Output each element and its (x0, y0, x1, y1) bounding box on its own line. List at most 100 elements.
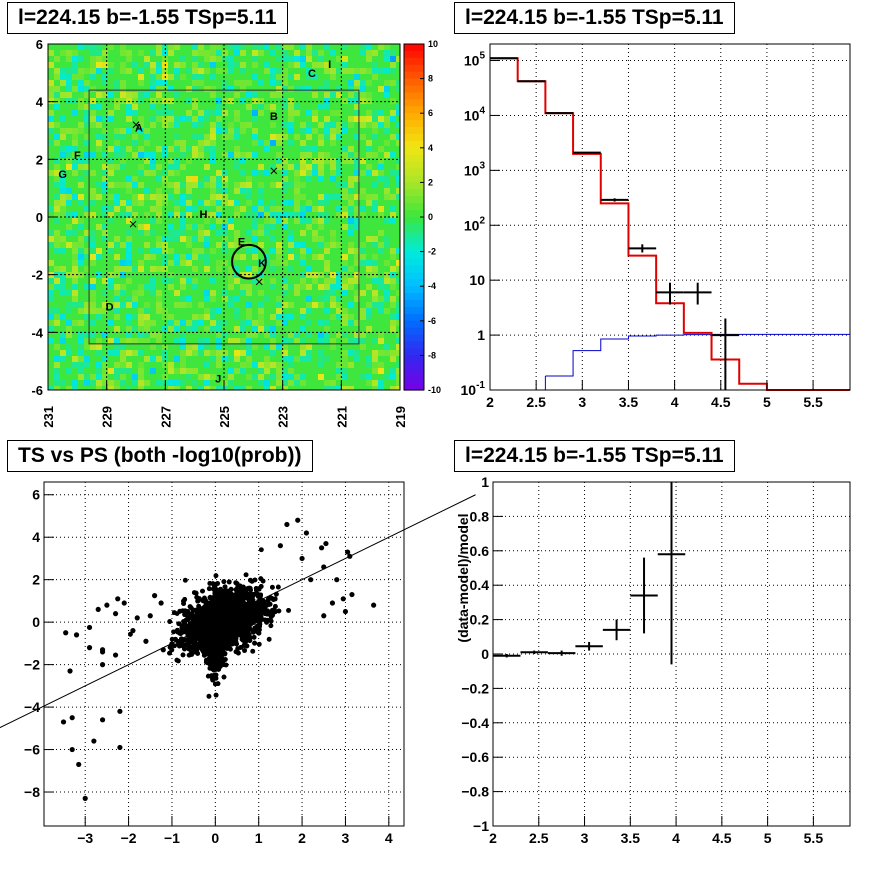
map-pixel (324, 116, 330, 122)
map-pixel (204, 386, 210, 390)
map-pixel (234, 242, 240, 248)
map-pixel (336, 92, 342, 98)
map-pixel (312, 74, 318, 80)
map-pixel (348, 218, 354, 224)
map-pixel (72, 242, 78, 248)
map-pixel (354, 176, 360, 182)
map-pixel (282, 200, 288, 206)
map-pixel (210, 374, 216, 380)
map-pixel (210, 248, 216, 254)
map-pixel (294, 86, 300, 92)
map-pixel (132, 194, 138, 200)
map-pixel (252, 50, 258, 56)
map-pixel (354, 86, 360, 92)
map-pixel (390, 296, 396, 302)
map-pixel (78, 218, 84, 224)
map-pixel (102, 230, 108, 236)
map-pixel (372, 356, 378, 362)
map-pixel (318, 86, 324, 92)
map-pixel (210, 50, 216, 56)
map-pixel (342, 308, 348, 314)
map-pixel (90, 104, 96, 110)
map-pixel (264, 260, 270, 266)
map-pixel (234, 44, 240, 50)
map-pixel (246, 212, 252, 218)
map-pixel (354, 170, 360, 176)
map-pixel (210, 140, 216, 146)
map-pixel (108, 284, 114, 290)
map-pixel (138, 284, 144, 290)
map-pixel (60, 290, 66, 296)
map-pixel (276, 260, 282, 266)
map-pixel (60, 338, 66, 344)
map-pixel (192, 176, 198, 182)
map-pixel (48, 308, 54, 314)
map-pixel (360, 308, 366, 314)
map-pixel (138, 266, 144, 272)
map-pixel (234, 116, 240, 122)
map-pixel (330, 344, 336, 350)
map-pixel (156, 206, 162, 212)
map-pixel (228, 152, 234, 158)
map-pixel (222, 200, 228, 206)
map-pixel (192, 182, 198, 188)
map-pixel (372, 290, 378, 296)
map-pixel (150, 98, 156, 104)
map-pixel (144, 314, 150, 320)
map-pixel (258, 44, 264, 50)
map-pixel (318, 302, 324, 308)
map-pixel (138, 326, 144, 332)
map-pixel (108, 158, 114, 164)
scatter-point (179, 640, 185, 645)
map-pixel (102, 182, 108, 188)
map-pixel (192, 74, 198, 80)
map-pixel (366, 122, 372, 128)
map-pixel (204, 206, 210, 212)
map-pixel (216, 362, 222, 368)
map-y-tick-label: -6 (31, 383, 43, 398)
map-pixel (180, 236, 186, 242)
map-pixel (180, 140, 186, 146)
map-pixel (78, 122, 84, 128)
map-pixel (336, 302, 342, 308)
map-pixel (294, 242, 300, 248)
map-pixel (384, 176, 390, 182)
scatter-point (269, 584, 275, 590)
map-pixel (282, 374, 288, 380)
map-pixel (396, 332, 400, 338)
map-pixel (150, 194, 156, 200)
map-pixel (282, 56, 288, 62)
map-pixel (312, 254, 318, 260)
map-pixel (330, 380, 336, 386)
map-pixel (72, 128, 78, 134)
map-pixel (360, 344, 366, 350)
source-label-C: C (308, 68, 316, 80)
map-pixel (318, 362, 324, 368)
map-pixel (264, 380, 270, 386)
map-pixel (396, 368, 400, 374)
map-pixel (216, 176, 222, 182)
map-pixel (66, 200, 72, 206)
map-pixel (222, 194, 228, 200)
map-pixel (264, 224, 270, 230)
map-pixel (342, 314, 348, 320)
colorbar-cell (404, 154, 424, 163)
map-pixel (84, 254, 90, 260)
map-pixel (228, 134, 234, 140)
map-pixel (324, 296, 330, 302)
colorbar-cell (404, 120, 424, 128)
map-pixel (222, 380, 228, 386)
map-pixel (270, 182, 276, 188)
map-pixel (180, 278, 186, 284)
map-pixel (336, 362, 342, 368)
map-pixel (66, 74, 72, 80)
map-pixel (342, 332, 348, 338)
map-pixel (330, 122, 336, 128)
source-label-A: A (135, 123, 143, 135)
map-pixel (264, 206, 270, 212)
map-pixel (132, 152, 138, 158)
map-pixel (270, 92, 276, 98)
map-pixel (294, 356, 300, 362)
map-pixel (252, 62, 258, 68)
map-pixel (102, 164, 108, 170)
